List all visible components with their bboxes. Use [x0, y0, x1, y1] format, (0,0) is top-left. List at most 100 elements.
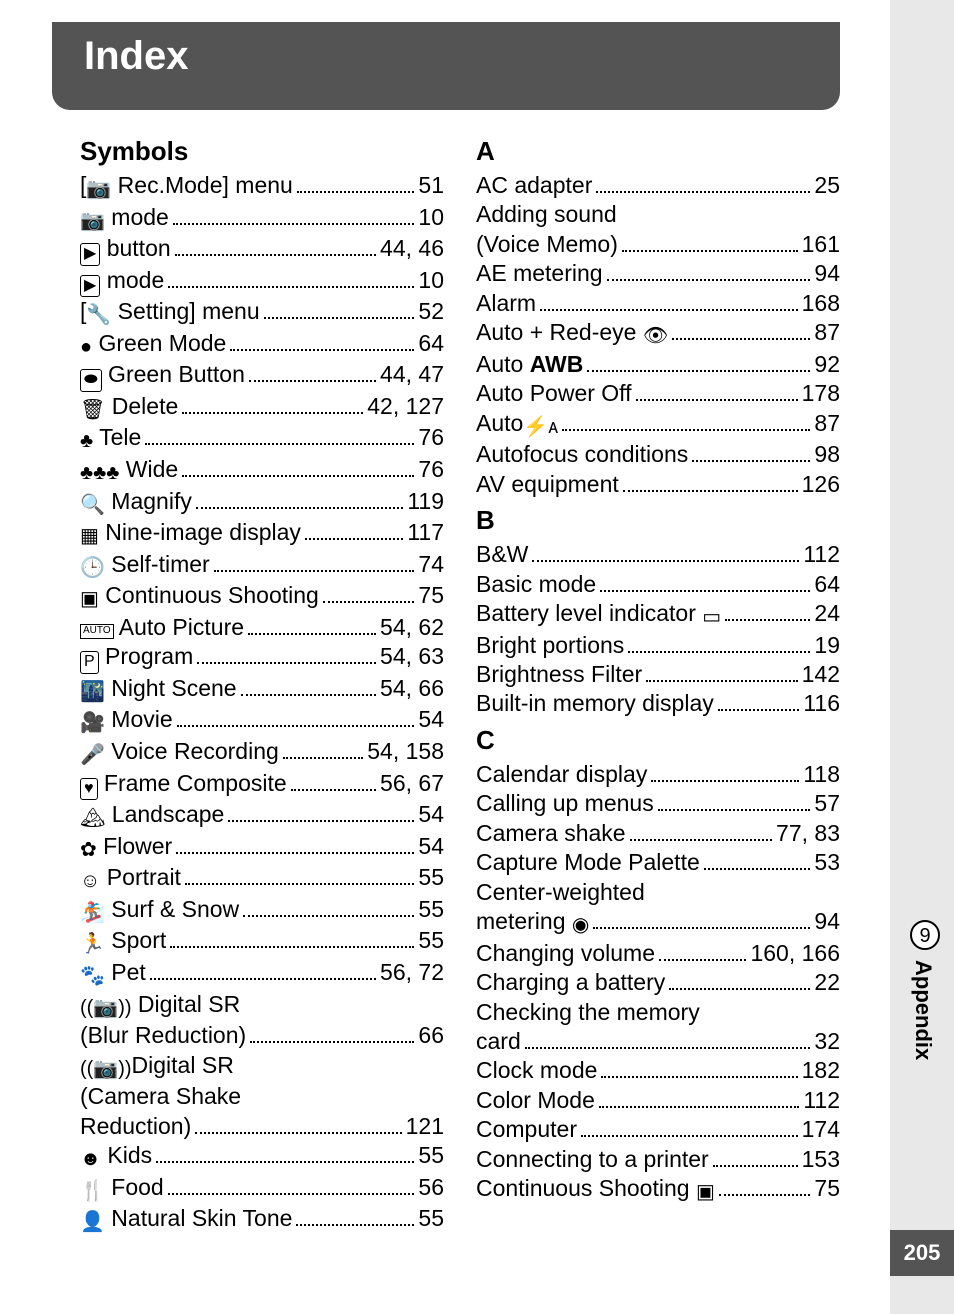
index-title: Index [84, 34, 188, 79]
entry-label: Charging a battery [476, 968, 665, 997]
index-entry: Battery level indicator ▭24 [476, 599, 840, 631]
leader-dots [175, 254, 376, 256]
mode-icon: 🏂 [80, 901, 105, 927]
mode-icon: ((📷)) [80, 996, 132, 1022]
index-entry: ☻ Kids55 [80, 1141, 444, 1173]
entry-pages: 54 [418, 705, 444, 734]
entry-pages: 32 [814, 1027, 840, 1056]
index-entry: Bright portions19 [476, 631, 840, 660]
entry-pages: 117 [407, 518, 444, 547]
leader-dots [659, 959, 746, 961]
entry-label: Calling up menus [476, 789, 654, 818]
index-entry: ✿ Flower54 [80, 832, 444, 864]
index-entry: Capture Mode Palette53 [476, 848, 840, 877]
entry-pages: 24 [814, 599, 840, 628]
index-entry: 🍴 Food56 [80, 1173, 444, 1205]
leader-dots [195, 1132, 401, 1134]
index-entry: AUTO Auto Picture54, 62 [80, 613, 444, 642]
leader-dots [596, 191, 810, 193]
entry-pages: 55 [418, 926, 444, 955]
index-entry: Auto + Red-eye 👁87 [476, 318, 840, 350]
entry-label: ☻ Kids [80, 1141, 152, 1173]
index-columns: Symbols[📷 Rec.Mode] menu51📷 mode10▶ butt… [80, 130, 840, 1236]
leader-dots [718, 709, 800, 711]
leader-dots [145, 443, 414, 445]
leader-dots [305, 538, 403, 540]
index-entry: 🗑 Delete42, 127 [80, 392, 444, 424]
entry-pages: 174 [802, 1115, 840, 1144]
leader-dots [168, 286, 414, 288]
entry-label: (Camera Shake [80, 1082, 241, 1111]
entry-label: Clock mode [476, 1056, 597, 1085]
entry-pages: 161 [802, 230, 840, 259]
entry-label: ✿ Flower [80, 832, 172, 864]
section-heading: Symbols [80, 136, 444, 167]
leader-dots [562, 429, 810, 431]
index-entry: 🌃 Night Scene54, 66 [80, 674, 444, 706]
leader-dots [692, 460, 810, 462]
entry-pages: 44, 46 [380, 234, 444, 263]
index-entry: Calling up menus 57 [476, 789, 840, 818]
index-entry: Changing volume160, 166 [476, 939, 840, 968]
entry-label: 🎥 Movie [80, 705, 173, 737]
entry-pages: 44, 47 [380, 360, 444, 389]
leader-dots [182, 412, 363, 414]
index-entry: ▦ Nine-image display117 [80, 518, 444, 550]
entry-pages: 153 [802, 1145, 840, 1174]
index-entry: AV equipment126 [476, 470, 840, 499]
section-heading: A [476, 136, 840, 167]
entry-label: 🏔 Landscape [80, 800, 224, 832]
leader-dots [630, 839, 772, 841]
mode-icon: 🏃 [80, 932, 105, 958]
mode-icon: ▣ [80, 587, 99, 613]
index-entry: Computer174 [476, 1115, 840, 1144]
entry-pages: 56, 72 [380, 958, 444, 987]
entry-label: 🍴 Food [80, 1173, 164, 1205]
entry-label: AE metering [476, 259, 603, 288]
leader-dots [532, 560, 799, 562]
leader-dots [601, 1076, 797, 1078]
side-strip: 9 Appendix 205 [890, 0, 954, 1314]
leader-dots [725, 619, 810, 621]
leader-dots [599, 1106, 799, 1108]
index-entry: Charging a battery22 [476, 968, 840, 997]
entry-pages: 51 [418, 171, 444, 200]
leader-dots [623, 490, 798, 492]
entry-label: Capture Mode Palette [476, 848, 700, 877]
index-entry: [📷 Rec.Mode] menu51 [80, 171, 444, 203]
index-entry: Autofocus conditions98 [476, 440, 840, 469]
entry-label: Calendar display [476, 760, 647, 789]
entry-label: ♣ Tele [80, 423, 141, 455]
leader-dots [196, 507, 403, 509]
index-entry: 🎤 Voice Recording54, 158 [80, 737, 444, 769]
mode-icon: ✿ [80, 838, 97, 864]
leader-dots [297, 191, 415, 193]
index-entry: ♥ Frame Composite56, 67 [80, 769, 444, 800]
entry-label: 🏃 Sport [80, 926, 166, 958]
leader-dots [540, 309, 798, 311]
index-entry: Clock mode182 [476, 1056, 840, 1085]
entry-label: Reduction) [80, 1112, 191, 1141]
leader-dots [214, 570, 415, 572]
entry-pages: 64 [418, 329, 444, 358]
leader-dots [704, 868, 811, 870]
entry-pages: 57 [814, 789, 840, 818]
mode-icon: ▶ [80, 275, 100, 297]
leader-dots [228, 820, 414, 822]
leader-dots [250, 1041, 414, 1043]
entry-label: ((📷))Digital SR [80, 1051, 234, 1083]
entry-label: Auto⚡ᴀ [476, 409, 558, 441]
leader-dots [230, 349, 414, 351]
mode-icon: ((📷)) [80, 1057, 132, 1083]
index-entry: Auto Power Off178 [476, 379, 840, 408]
index-entry: 🎥 Movie 54 [80, 705, 444, 737]
entry-label: Continuous Shooting ▣ [476, 1174, 715, 1206]
left-column: Symbols[📷 Rec.Mode] menu51📷 mode10▶ butt… [80, 130, 444, 1236]
entry-pages: 126 [802, 470, 840, 499]
mode-icon: 🔧 [86, 303, 111, 329]
chapter-label: Appendix [910, 960, 936, 1060]
index-entry: Calendar display118 [476, 760, 840, 789]
inline-icon: ▭ [702, 605, 721, 631]
index-entry: B&W112 [476, 540, 840, 569]
entry-label: ⬬ Green Button [80, 360, 245, 391]
